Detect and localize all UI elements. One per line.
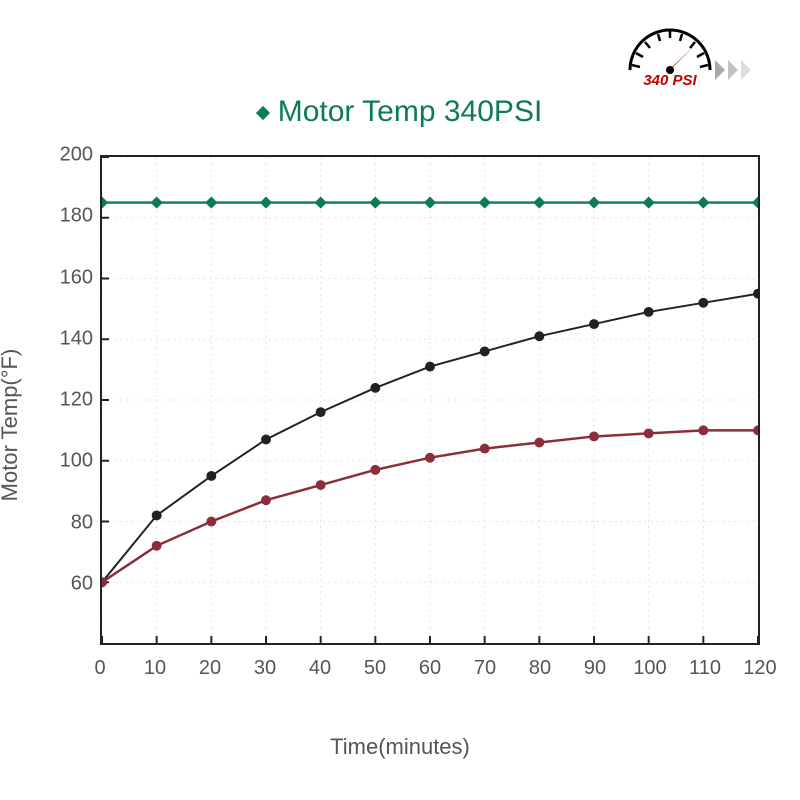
y-tick-label: 160 bbox=[60, 266, 93, 289]
x-tick-label: 70 bbox=[474, 657, 496, 680]
plot-svg bbox=[102, 157, 758, 643]
y-tick-label: 180 bbox=[60, 205, 93, 228]
logo-340psi: 340 PSI bbox=[610, 15, 760, 95]
plot-area bbox=[100, 155, 760, 645]
x-tick-label: 40 bbox=[309, 657, 331, 680]
x-tick-label: 20 bbox=[199, 657, 221, 680]
y-axis-label: Motor Temp(°F) bbox=[0, 349, 23, 502]
motor-temp-chart: Motor Temp(°F) Time(minutes) 60801001201… bbox=[30, 145, 770, 705]
x-tick-label: 100 bbox=[633, 657, 666, 680]
y-tick-label: 60 bbox=[71, 572, 93, 595]
chart-legend: Motor Temp 340PSI bbox=[0, 95, 800, 129]
x-tick-label: 0 bbox=[94, 657, 105, 680]
x-tick-label: 120 bbox=[743, 657, 776, 680]
y-tick-label: 100 bbox=[60, 450, 93, 473]
x-axis-label: Time(minutes) bbox=[330, 734, 470, 760]
x-tick-label: 90 bbox=[584, 657, 606, 680]
x-tick-label: 110 bbox=[689, 657, 721, 680]
y-tick-label: 120 bbox=[60, 389, 93, 412]
legend-marker-diamond bbox=[256, 106, 270, 120]
x-tick-label: 30 bbox=[254, 657, 276, 680]
y-tick-label: 80 bbox=[71, 511, 93, 534]
legend-label: Motor Temp 340PSI bbox=[278, 95, 543, 128]
svg-text:340 PSI: 340 PSI bbox=[643, 72, 697, 89]
x-tick-label: 80 bbox=[529, 657, 551, 680]
x-tick-label: 60 bbox=[419, 657, 441, 680]
y-tick-label: 140 bbox=[60, 327, 93, 350]
x-tick-label: 10 bbox=[144, 657, 166, 680]
x-tick-label: 50 bbox=[364, 657, 386, 680]
y-tick-label: 200 bbox=[60, 144, 93, 167]
